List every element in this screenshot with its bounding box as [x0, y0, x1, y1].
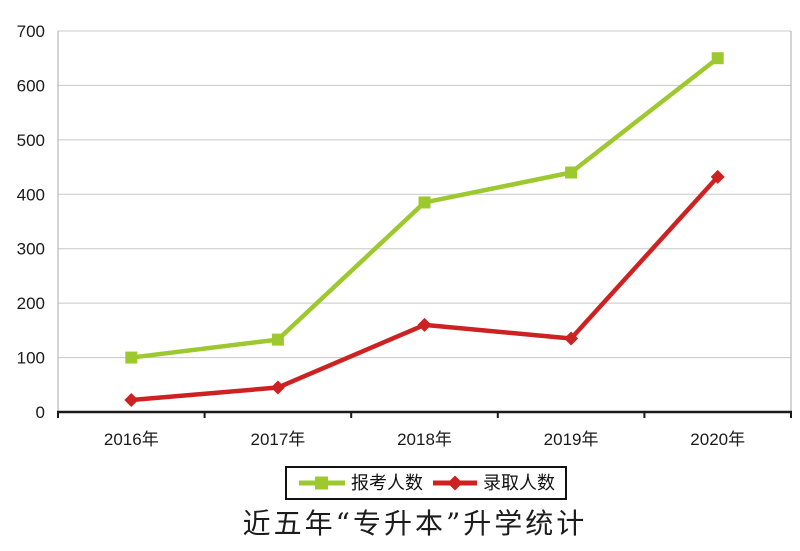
legend: 报考人数 录取人数	[285, 466, 567, 500]
series-line-1	[129, 174, 720, 403]
legend-marker-square-icon	[299, 476, 345, 490]
chart-title: 近五年“专升本”升学统计	[242, 507, 588, 540]
legend-label-applicants: 报考人数	[351, 473, 423, 493]
y-axis-label: 400	[17, 185, 45, 204]
x-axis-label: 2016年	[104, 430, 159, 449]
data-point	[564, 331, 579, 346]
data-point	[417, 317, 432, 332]
y-axis-label: 600	[17, 76, 45, 95]
line-chart: 0 100 200 300 400 500 600 700 2016年 2017年 2018年 201…	[17, 22, 792, 449]
x-axis-label: 2019年	[544, 430, 599, 449]
data-point	[418, 196, 431, 209]
data-point	[271, 333, 284, 346]
y-axis-label: 500	[17, 131, 45, 150]
data-point	[711, 52, 724, 65]
x-axis-label: 2020年	[690, 430, 745, 449]
x-axis-label: 2017年	[250, 430, 305, 449]
legend-marker-diamond-icon	[433, 475, 477, 491]
y-axis-label: 300	[17, 240, 45, 259]
legend-label-admitted: 录取人数	[483, 473, 555, 493]
data-point	[565, 166, 578, 179]
x-axis-label: 2018年	[397, 430, 452, 449]
legend-item-admitted: 录取人数	[431, 471, 555, 495]
y-axis-label: 100	[17, 349, 45, 368]
data-point	[710, 169, 725, 184]
y-axis-label: 200	[17, 294, 45, 313]
y-axis-label: 0	[36, 403, 45, 422]
data-point	[270, 380, 285, 395]
y-axis-label: 700	[17, 22, 45, 41]
data-point	[125, 351, 138, 364]
legend-item-applicants: 报考人数	[297, 471, 423, 495]
data-point	[124, 393, 139, 408]
